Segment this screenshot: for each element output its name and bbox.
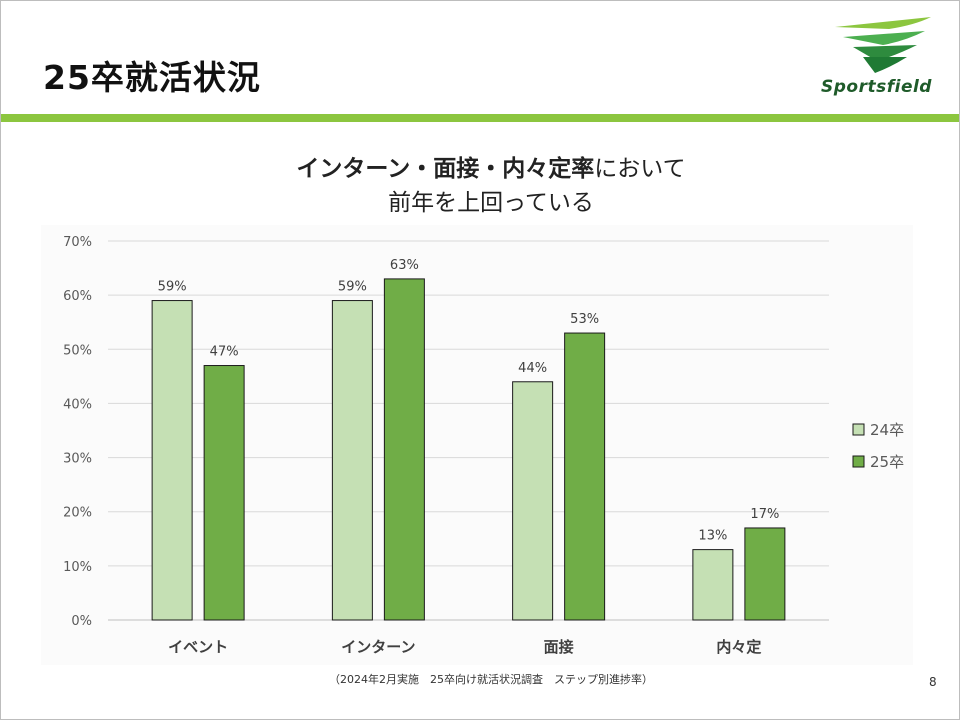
bar: [744, 527, 786, 621]
data-label: 53%: [570, 312, 599, 327]
y-tick-label: 70%: [63, 235, 92, 250]
legend-swatch: [852, 455, 865, 468]
chart-area: 0% 10% 20% 30% 40% 50% 60% 70% 59% 47% イベント 59% 63% イ…: [41, 225, 913, 665]
bar: [692, 549, 734, 621]
bar: [151, 300, 193, 621]
logo-text: Sportsfield: [821, 77, 932, 97]
data-label: 47%: [210, 345, 239, 360]
chart-headline-line2: 前年を上回っている: [388, 190, 594, 216]
bar: [331, 300, 373, 621]
y-tick-label: 20%: [63, 506, 92, 521]
x-tick-label: イベント: [168, 638, 228, 656]
bar: [203, 365, 245, 621]
legend-label: 24卒: [870, 421, 904, 439]
data-label: 63%: [390, 258, 419, 273]
bar-chart: 0% 10% 20% 30% 40% 50% 60% 70% 59% 47% イベント 59% 63% イ…: [41, 225, 913, 665]
y-tick-label: 50%: [63, 343, 92, 358]
headline-rest: において: [594, 156, 686, 182]
footnote: （2024年2月実施 25卒向け就活状況調査 ステップ別進捗率）: [329, 673, 653, 686]
sportsfield-logo-icon: [835, 17, 931, 73]
headline-bold: インターン・面接・内々定率: [296, 156, 595, 182]
y-tick-label: 30%: [63, 452, 92, 467]
data-label: 17%: [750, 507, 779, 522]
x-tick-label: インターン: [341, 638, 415, 656]
bar: [512, 381, 554, 621]
legend-swatch: [852, 423, 865, 436]
bar: [383, 278, 425, 621]
y-tick-label: 60%: [63, 289, 92, 304]
x-tick-label: 内々定: [716, 638, 761, 656]
legend-label: 25卒: [870, 453, 904, 471]
data-label: 44%: [518, 361, 547, 376]
page-number: 8: [929, 675, 937, 689]
y-tick-label: 0%: [71, 614, 92, 629]
bar: [564, 332, 606, 621]
x-tick-label: 面接: [544, 638, 574, 656]
accent-band: [1, 114, 959, 122]
data-label: 59%: [338, 280, 367, 295]
chart-headline-line1: インターン・面接・内々定率において: [1, 149, 959, 183]
data-label: 13%: [698, 529, 727, 544]
y-tick-label: 40%: [63, 397, 92, 412]
slide-title: 25卒就活状況: [43, 58, 261, 97]
y-tick-label: 10%: [63, 560, 92, 575]
data-label: 59%: [158, 280, 187, 295]
